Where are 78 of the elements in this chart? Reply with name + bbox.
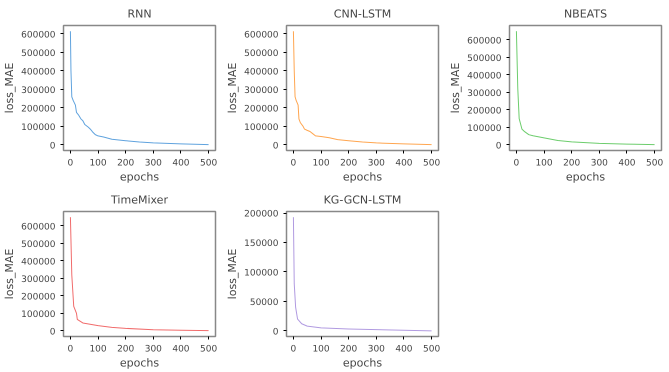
- y-tick-label: 600000: [21, 30, 56, 40]
- y-tick-label: 100000: [21, 122, 56, 133]
- y-tick-label: 600000: [21, 222, 56, 232]
- y-tick-label: 200000: [467, 106, 502, 116]
- x-tick-label: 100: [312, 344, 330, 354]
- y-tick-label: 200000: [244, 104, 279, 114]
- x-tick-label: 100: [89, 158, 107, 168]
- x-tick-label: 500: [423, 158, 440, 168]
- x-tick-label: 0: [290, 158, 297, 168]
- y-tick-label: 500000: [21, 240, 56, 250]
- y-tick-label: 600000: [467, 36, 502, 46]
- x-tick-label: 300: [144, 158, 162, 168]
- x-tick-label: 400: [172, 344, 190, 354]
- x-tick-label: 200: [117, 158, 135, 168]
- y-tick-label: 50000: [250, 298, 279, 308]
- chart-title: NBEATS: [564, 8, 608, 20]
- x-tick-label: 0: [290, 344, 297, 354]
- y-tick-label: 500000: [21, 48, 56, 59]
- chart-title: RNN: [127, 8, 152, 20]
- x-tick-label: 100: [535, 158, 553, 168]
- x-tick-label: 300: [144, 344, 162, 354]
- chart-title: CNN-LSTM: [334, 8, 392, 20]
- x-tick-label: 300: [590, 158, 608, 168]
- y-tick-label: 400000: [467, 71, 502, 82]
- y-axis-title: loss_MAE: [226, 248, 240, 300]
- x-tick-label: 300: [368, 158, 386, 168]
- x-axis-title: epochs: [120, 170, 160, 184]
- chart-title: KG-GCN-LSTM: [324, 194, 402, 206]
- x-tick-label: 200: [117, 344, 135, 354]
- x-tick-label: 500: [646, 158, 664, 168]
- chart-title: TimeMixer: [110, 194, 168, 206]
- x-tick-label: 200: [340, 158, 358, 168]
- y-tick-label: 500000: [467, 54, 502, 64]
- y-tick-label: 0: [50, 327, 56, 338]
- y-tick-label: 400000: [21, 257, 56, 268]
- y-tick-label: 0: [272, 141, 279, 152]
- x-tick-label: 400: [172, 158, 190, 168]
- y-axis-title: loss_MAE: [3, 248, 16, 300]
- x-axis-title: epochs: [120, 356, 160, 370]
- y-tick-label: 200000: [244, 210, 279, 220]
- y-tick-label: 100000: [21, 310, 56, 320]
- y-axis-title: loss_MAE: [449, 62, 462, 114]
- y-axis-title: loss_MAE: [226, 62, 240, 114]
- x-tick-label: 0: [68, 158, 74, 168]
- x-tick-label: 200: [563, 158, 581, 168]
- y-tick-label: 0: [272, 327, 279, 338]
- x-tick-label: 400: [618, 158, 636, 168]
- y-tick-label: 500000: [244, 48, 279, 59]
- x-tick-label: 300: [368, 344, 386, 354]
- x-tick-label: 200: [340, 344, 358, 354]
- y-tick-label: 300000: [467, 88, 502, 99]
- y-tick-label: 150000: [244, 239, 279, 249]
- x-tick-label: 100: [89, 344, 107, 354]
- x-axis-title: epochs: [566, 170, 606, 184]
- x-tick-label: 400: [395, 344, 413, 354]
- y-tick-label: 400000: [21, 67, 56, 78]
- y-tick-label: 100000: [244, 268, 279, 278]
- y-tick-label: 0: [496, 141, 502, 152]
- x-tick-label: 100: [312, 158, 330, 168]
- y-tick-label: 300000: [21, 274, 56, 285]
- x-tick-label: 400: [395, 158, 413, 168]
- y-tick-label: 300000: [244, 86, 279, 96]
- y-tick-label: 100000: [244, 122, 279, 133]
- x-axis-title: epochs: [342, 356, 382, 370]
- x-tick-label: 500: [200, 158, 218, 168]
- y-tick-label: 100000: [467, 124, 502, 134]
- y-tick-label: 0: [50, 141, 56, 152]
- y-tick-label: 300000: [21, 86, 56, 96]
- y-tick-label: 600000: [244, 30, 279, 40]
- y-tick-label: 200000: [21, 292, 56, 302]
- y-tick-label: 200000: [21, 104, 56, 114]
- x-tick-label: 0: [514, 158, 520, 168]
- x-tick-label: 0: [68, 344, 74, 354]
- y-axis-title: loss_MAE: [3, 62, 16, 114]
- x-tick-label: 500: [423, 344, 440, 354]
- x-axis-title: epochs: [342, 170, 382, 184]
- y-tick-label: 400000: [244, 67, 279, 78]
- x-tick-label: 500: [200, 344, 218, 354]
